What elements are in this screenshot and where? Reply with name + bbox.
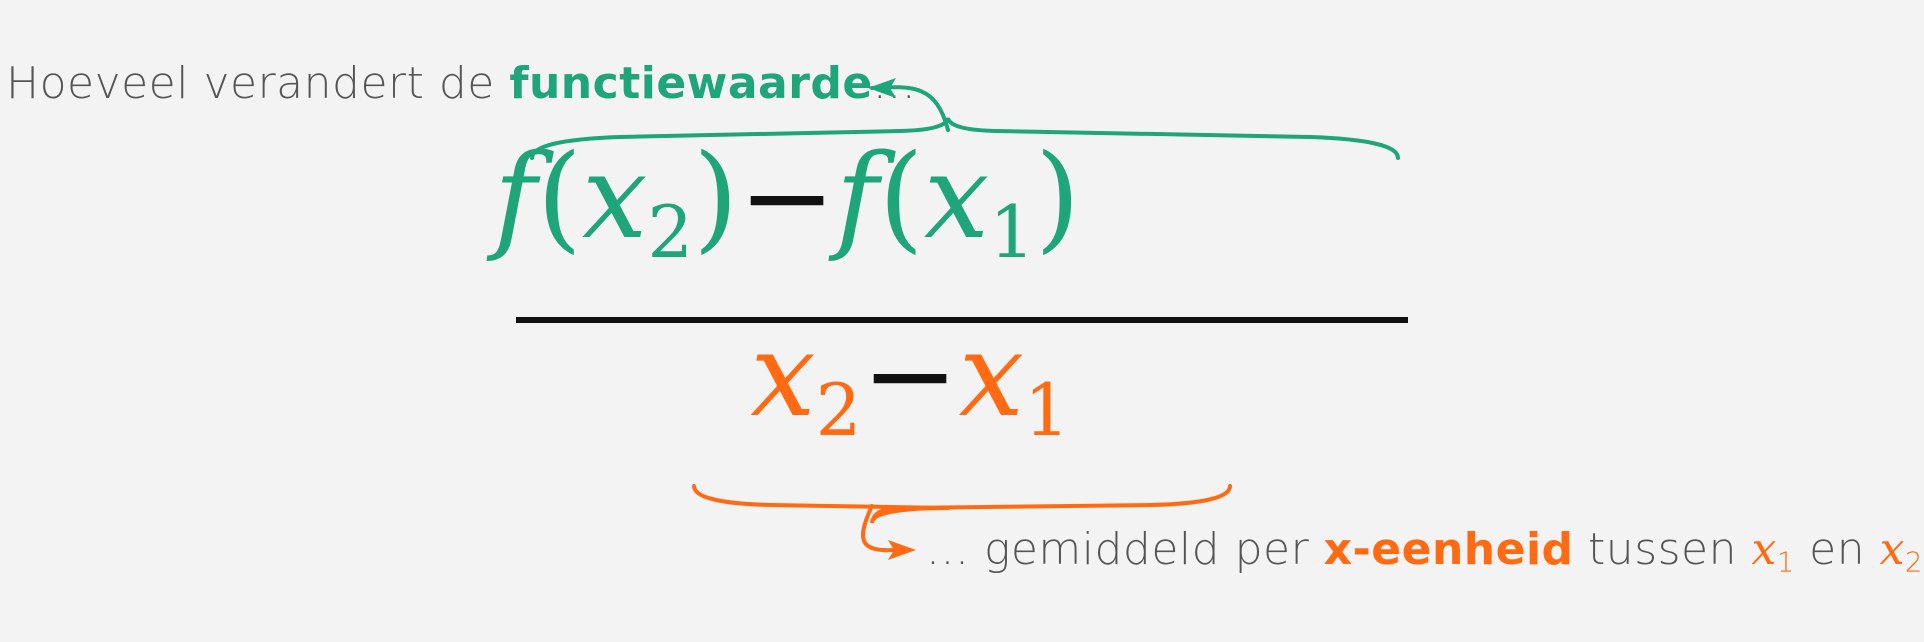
denominator: x2−x1 [560,318,1260,468]
top-caption-emphasis: functiewaarde [509,58,873,109]
denominator-x2: x [750,308,816,443]
top-caption-prefix: Hoeveel verandert de [6,58,510,109]
bottom-caption-middle: tussen [1573,524,1752,575]
denominator-underbrace [692,484,1232,524]
bottom-arrowhead [888,540,916,560]
denominator-minus: − [861,308,959,443]
numerator-x1: x [923,130,990,265]
numerator-lparen-2: ( [878,130,924,265]
fraction-bar [516,317,1408,323]
bottom-caption-prefix: ... gemiddeld per [926,524,1324,575]
numerator-rparen-1: ) [693,130,739,265]
bottom-caption-var-a: x [1751,524,1777,575]
numerator-f2: f [493,130,537,265]
bottom-caption-emphasis: x-eenheid [1323,524,1574,575]
numerator-f1: f [835,130,879,265]
top-caption-suffix: ... [872,58,917,109]
bottom-caption-suffix: ? [1923,524,1924,575]
bottom-caption-sub-a: 1 [1776,547,1795,579]
numerator: f(x2)−f(x1) [430,140,1144,290]
bottom-arrow-curve [861,504,896,553]
numerator-sub-1: 1 [989,190,1035,275]
bottom-caption-var-b: x [1879,524,1905,575]
denominator-sub-1: 1 [1024,368,1070,453]
numerator-lparen-1: ( [536,130,582,265]
numerator-minus: − [738,130,836,265]
bottom-caption-connector: en [1794,524,1880,575]
numerator-x2: x [581,130,648,265]
denominator-sub-2: 2 [815,368,862,453]
bottom-caption: ... gemiddeld per x-eenheid tussen x1 en… [926,524,1924,579]
denominator-x1: x [958,308,1025,443]
top-caption: Hoeveel verandert de functiewaarde... [6,58,916,109]
bottom-caption-sub-b: 2 [1904,547,1923,579]
numerator-sub-2: 2 [647,190,694,275]
numerator-rparen-2: ) [1034,130,1081,265]
